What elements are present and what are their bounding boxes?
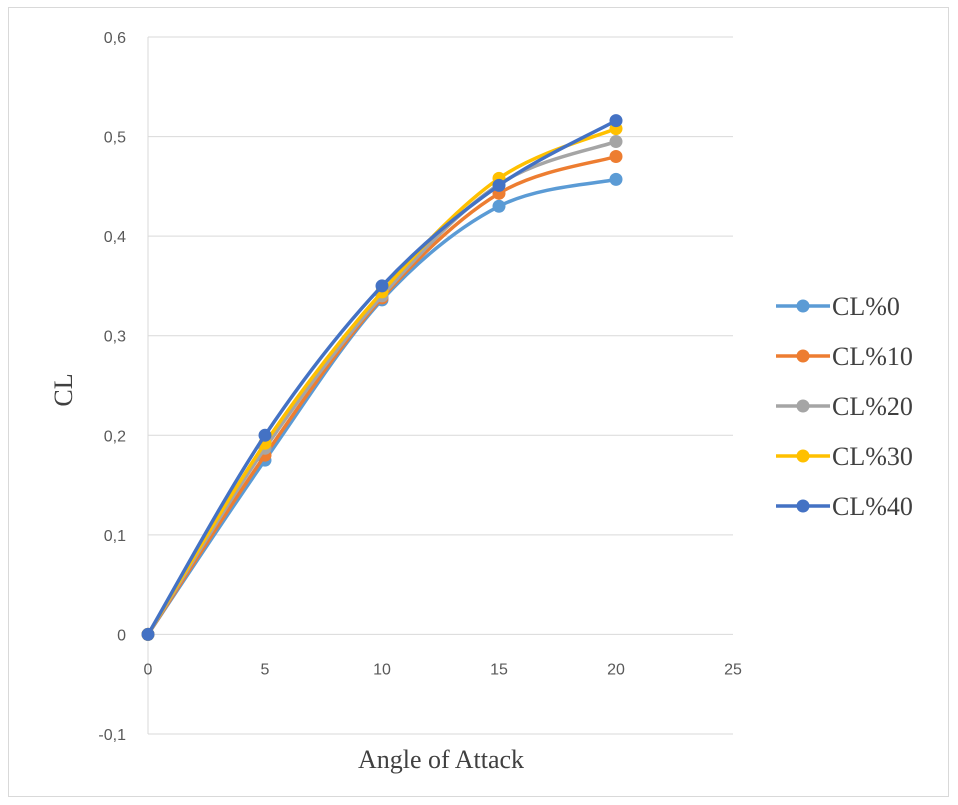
chart-frame [8, 7, 949, 797]
data-point [609, 149, 623, 163]
legend-swatch-marker [796, 399, 810, 413]
x-tick-label: 15 [490, 661, 508, 678]
y-tick-label: 0,6 [104, 30, 126, 47]
legend-item: CL%0 [776, 292, 900, 321]
legend-label: CL%0 [832, 292, 900, 321]
y-tick-label: 0,3 [104, 329, 126, 346]
x-tick-label: 0 [144, 661, 153, 678]
data-point [609, 135, 623, 149]
series-line [146, 139, 618, 637]
y-tick-label: 0,2 [104, 428, 126, 445]
gridlines [148, 36, 733, 735]
data-point [609, 114, 623, 128]
x-tick-labels: 0 5 10 15 20 25 [144, 661, 742, 678]
series-CL%20 [141, 135, 623, 641]
y-tick-label: -0,1 [98, 727, 126, 744]
series-line [146, 126, 618, 637]
x-tick-label: 10 [373, 661, 391, 678]
series-CL%40 [141, 114, 623, 641]
y-tick-label: 0,4 [104, 229, 126, 246]
data-point [258, 428, 272, 442]
x-axis-title: Angle of Attack [358, 745, 524, 774]
x-tick-label: 20 [607, 661, 625, 678]
series-CL%10 [141, 149, 623, 641]
legend-swatch-marker [796, 299, 810, 313]
legend-label: CL%40 [832, 492, 913, 521]
legend-swatch-marker [796, 449, 810, 463]
data-point [492, 199, 506, 213]
series-line [146, 154, 618, 637]
x-tick-label: 25 [724, 661, 742, 678]
y-tick-label: 0,5 [104, 130, 126, 147]
legend-swatch-marker [796, 349, 810, 363]
x-tick-label: 5 [261, 661, 270, 678]
legend-item: CL%10 [776, 342, 913, 371]
data-point [492, 178, 506, 192]
data-point [609, 172, 623, 186]
legend-item: CL%30 [776, 442, 913, 471]
y-tick-label: 0,1 [104, 528, 126, 545]
legend-swatch-marker [796, 499, 810, 513]
legend-label: CL%30 [832, 442, 913, 471]
series-line [146, 177, 618, 637]
axes [147, 37, 733, 734]
data-point [141, 627, 155, 641]
legend: CL%0 CL%10 CL%20 CL%30 CL%40 [776, 292, 913, 521]
legend-label: CL%20 [832, 392, 913, 421]
series-CL%0 [141, 172, 623, 641]
legend-item: CL%40 [776, 492, 913, 521]
y-axis-title: CL [49, 373, 78, 406]
y-tick-labels: -0,1 0 0,1 0,2 0,3 0,4 0,5 0,6 [98, 30, 126, 744]
series-group [141, 114, 623, 641]
data-point [375, 279, 389, 293]
series-line [146, 118, 618, 637]
y-tick-label: 0 [117, 627, 126, 644]
legend-label: CL%10 [832, 342, 913, 371]
legend-item: CL%20 [776, 392, 913, 421]
series-CL%30 [141, 122, 623, 641]
